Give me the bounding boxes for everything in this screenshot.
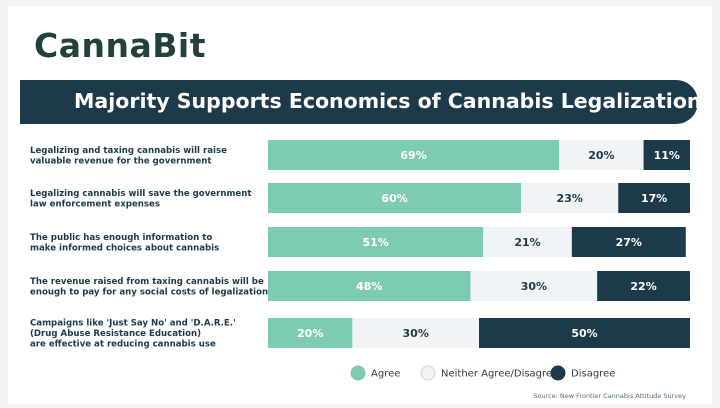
bar-segment-disagree <box>643 140 690 170</box>
legend-swatch <box>550 365 566 381</box>
data-label: 21% <box>514 236 540 249</box>
bar-segment-agree <box>268 271 471 301</box>
legend-label: Agree <box>371 369 400 380</box>
bar-segment-agree <box>268 227 484 257</box>
infographic-card: CannaBit Majority Supports Economics of … <box>8 6 712 404</box>
bar-segment-agree <box>268 318 353 348</box>
data-label: 51% <box>362 236 388 249</box>
category-label-line: The public has enough information to <box>30 233 212 243</box>
stacked-bar-chart: Legalizing and taxing cannabis will rais… <box>30 140 690 381</box>
title-banner: Majority Supports Economics of Cannabis … <box>20 80 702 124</box>
data-label: 22% <box>630 280 656 293</box>
data-label: 17% <box>641 192 667 205</box>
bar-row: 20% 30% 50% <box>268 318 690 348</box>
bar-segment-disagree <box>571 227 686 257</box>
data-label: 48% <box>356 280 382 293</box>
category-label-line: The revenue raised from taxing cannabis … <box>30 277 264 287</box>
bar-segment-agree <box>268 140 560 170</box>
category-label: Legalizing cannabis will save the govern… <box>30 189 252 210</box>
bar-segment-agree <box>268 183 522 213</box>
bar-segment-neither-agree-disagree <box>483 227 572 257</box>
category-label-line: law enforcement expenses <box>30 199 160 209</box>
category-label: Legalizing and taxing cannabis will rais… <box>30 146 227 167</box>
legend-swatch <box>420 365 436 381</box>
data-label: 60% <box>381 192 407 205</box>
data-label: 20% <box>588 149 614 162</box>
data-label: 50% <box>571 327 597 340</box>
data-label: 27% <box>616 236 642 249</box>
bar-segment-disagree <box>597 271 690 301</box>
bar-segment-neither-agree-disagree <box>470 271 598 301</box>
bar-row: 69% 20% 11% <box>268 140 690 170</box>
bar-row: 60% 23% 17% <box>268 183 690 213</box>
legend-swatch <box>350 365 366 381</box>
bar-segment-neither-agree-disagree <box>559 140 644 170</box>
category-label-line: Legalizing cannabis will save the govern… <box>30 189 252 199</box>
category-label-line: enough to pay for any social costs of le… <box>30 287 268 297</box>
bar-row: 51% 21% 27% <box>268 227 686 257</box>
bar-segment-disagree <box>618 183 690 213</box>
source-note: Source: New Frontier Cannabis Attitude S… <box>533 392 686 400</box>
category-label: The revenue raised from taxing cannabis … <box>30 277 268 298</box>
category-label-line: (Drug Abuse Resistance Education) <box>30 329 201 339</box>
category-label-line: make informed choices about cannabis <box>30 243 219 253</box>
category-label-line: Campaigns like 'Just Say No' and 'D.A.R.… <box>30 319 236 329</box>
brand-logo: CannaBit <box>34 26 206 65</box>
bar-segment-neither-agree-disagree <box>521 183 619 213</box>
data-label: 30% <box>403 327 429 340</box>
category-label: The public has enough information to make… <box>30 233 219 254</box>
data-label: 30% <box>521 280 547 293</box>
data-label: 20% <box>297 327 323 340</box>
bar-segment-neither-agree-disagree <box>352 318 479 348</box>
category-label: Campaigns like 'Just Say No' and 'D.A.R.… <box>30 319 236 350</box>
legend-label: Neither Agree/Disagree <box>441 369 558 380</box>
category-label-line: valuable revenue for the government <box>30 156 212 166</box>
data-label: 69% <box>400 149 426 162</box>
chart-title: Majority Supports Economics of Cannabis … <box>74 89 702 113</box>
data-label: 11% <box>654 149 680 162</box>
bar-segment-disagree <box>479 318 690 348</box>
legend-label: Disagree <box>571 369 615 380</box>
bar-row: 48% 30% 22% <box>268 271 690 301</box>
data-label: 23% <box>557 192 583 205</box>
category-label-line: Legalizing and taxing cannabis will rais… <box>30 146 227 156</box>
category-label-line: are effective at reducing cannabis use <box>30 340 216 350</box>
